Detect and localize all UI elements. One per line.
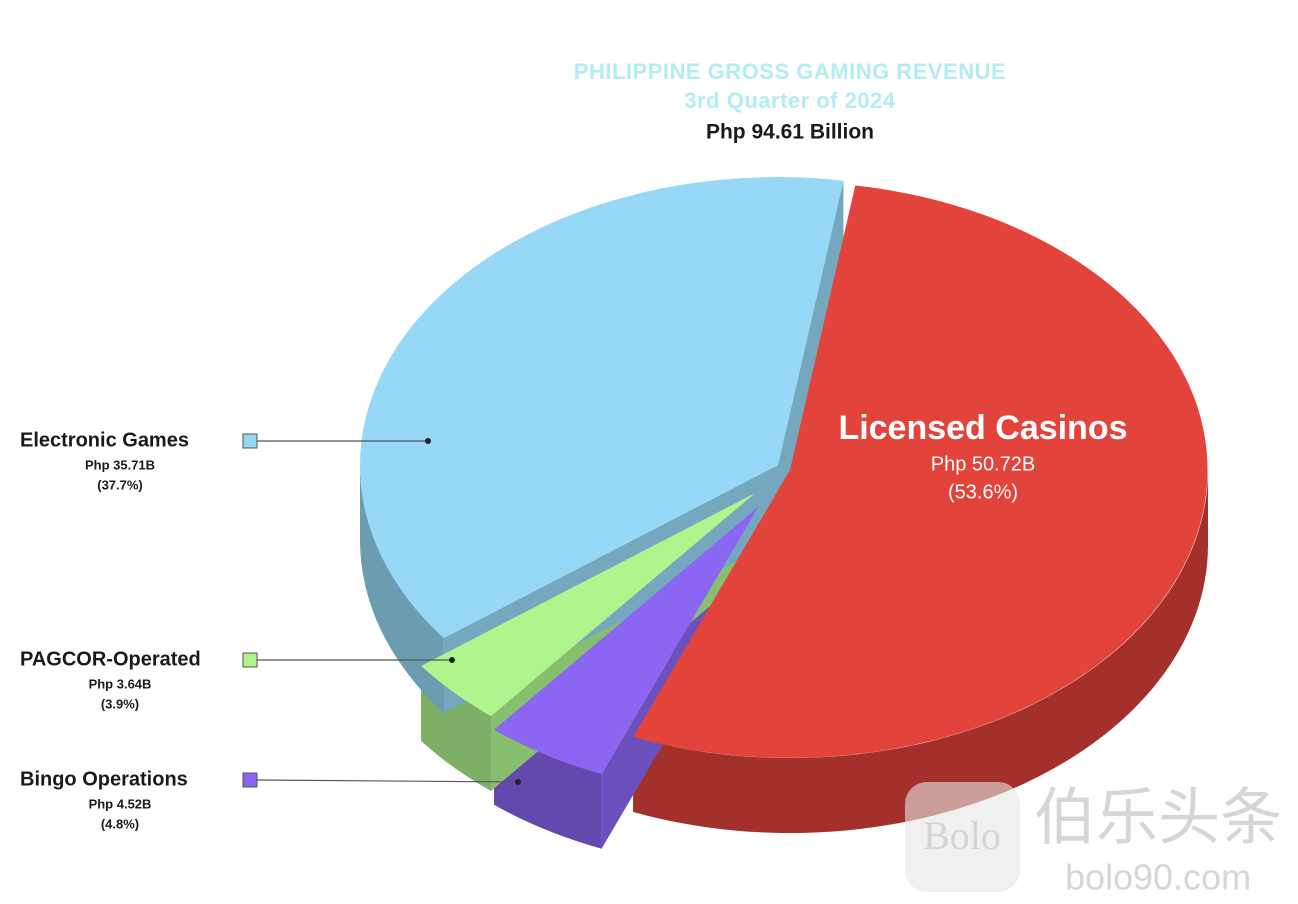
slice-side (633, 470, 1208, 834)
slice-wall (778, 180, 844, 540)
percent-label: (53.6%) (948, 481, 1018, 503)
value-label: Php 4.52B (89, 796, 152, 811)
pie-slice (633, 185, 1208, 758)
watermark-logo-box (905, 782, 1020, 892)
slice-label: Licensed Casinos (838, 409, 1127, 447)
pie-slice (360, 177, 844, 638)
percent-label: (37.7%) (97, 477, 143, 492)
chart-title: PHILIPPINE GROSS GAMING REVENUE (574, 59, 1006, 84)
chart-total: Php 94.61 Billion (706, 121, 874, 144)
labels: Licensed Casinos Php 50.72B (53.6%) Bingo O… (20, 409, 1128, 831)
pie-slice (421, 492, 756, 716)
slice-side (360, 465, 444, 713)
percent-label: (4.8%) (101, 816, 139, 831)
value-label: Php 35.71B (85, 457, 155, 472)
value-label: Php 3.64B (89, 676, 152, 691)
slice-label: Electronic Games (20, 429, 189, 451)
slice-label: Bingo Operations (20, 768, 188, 790)
leader-dot (449, 657, 455, 663)
watermark-logo: Bolo (923, 813, 1001, 858)
percent-label: (3.9%) (101, 696, 139, 711)
slice-label: PAGCOR-Operated (20, 648, 201, 670)
leader-line (256, 779, 519, 783)
chart-subtitle: 3rd Quarter of 2024 (684, 88, 896, 113)
pie-slice (494, 506, 759, 774)
watermark-url: bolo90.com (1065, 857, 1251, 898)
legend-swatch (242, 433, 258, 449)
leader-dot (515, 779, 521, 785)
legend-swatch (242, 772, 258, 788)
watermark: Bolo 伯乐头条 bolo90.com (905, 782, 1282, 898)
watermark-text: 伯乐头条 (1034, 783, 1282, 852)
pie (360, 177, 1208, 849)
leader-dot (425, 438, 431, 444)
legend-swatch (242, 652, 258, 668)
value-label: Php 50.72B (931, 453, 1036, 475)
